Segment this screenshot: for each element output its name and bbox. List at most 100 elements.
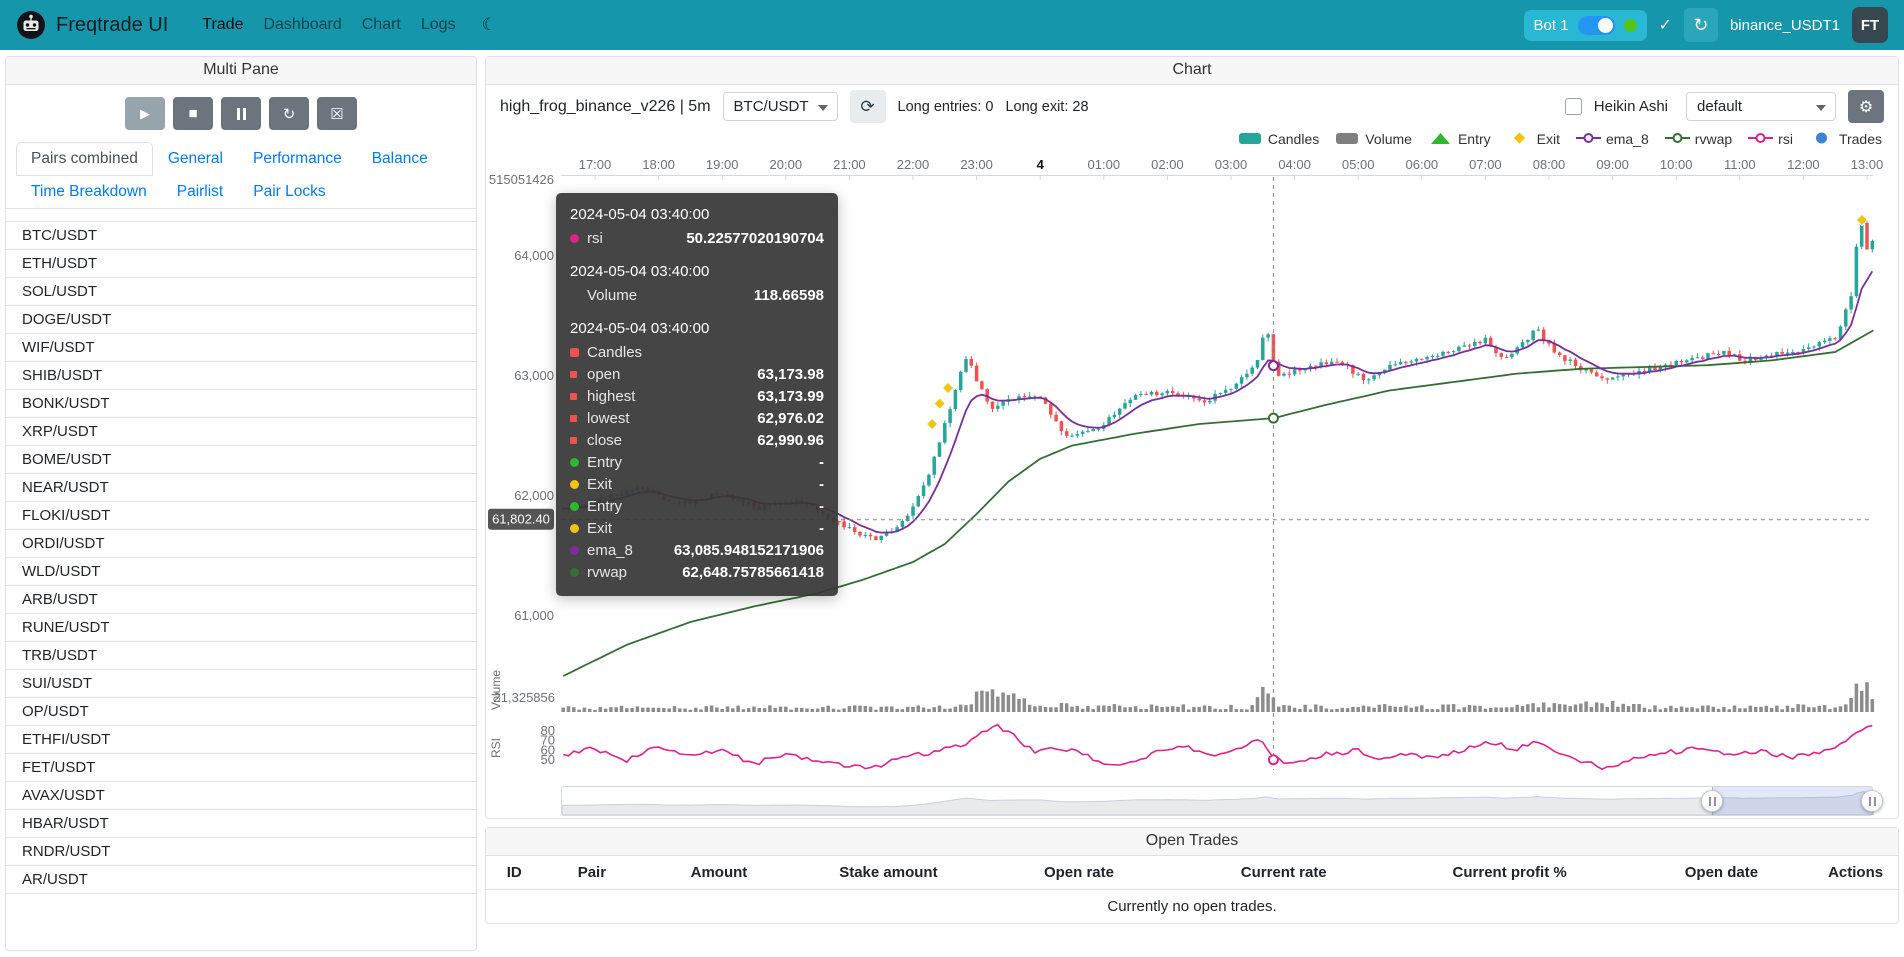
pair-row[interactable]: OP/USDT xyxy=(6,698,476,726)
column-header-current-profit-pct[interactable]: Current profit % xyxy=(1389,856,1630,890)
pair-row[interactable]: DOGE/USDT xyxy=(6,306,476,334)
legend-item-trades[interactable]: Trades xyxy=(1809,131,1882,148)
pair-row[interactable]: WIF/USDT xyxy=(6,334,476,362)
pair-row[interactable]: XRP/USDT xyxy=(6,418,476,446)
plot-config-select[interactable]: default xyxy=(1686,92,1836,121)
rvwap-marker-icon xyxy=(570,567,579,577)
tooltip-section: 2024-05-04 03:40:00 rsi 50.22577020190704 xyxy=(570,206,824,249)
navbar-left: Freqtrade UI Trade Dashboard Chart Logs ☾ xyxy=(16,8,503,42)
datazoom-handle-left[interactable] xyxy=(1701,790,1724,812)
refresh-chart-button[interactable]: ⟳ xyxy=(849,90,886,123)
open-marker-icon xyxy=(570,370,577,378)
pair-row[interactable]: TRB/USDT xyxy=(6,642,476,670)
tab-general[interactable]: General xyxy=(167,150,223,167)
tab-pair-locks[interactable]: Pair Locks xyxy=(253,183,326,200)
bot-toggle[interactable] xyxy=(1577,15,1615,35)
legend-item-ema_8[interactable]: ema_8 xyxy=(1575,131,1649,148)
pair-row[interactable]: ETHFI/USDT xyxy=(6,726,476,754)
pair-row[interactable]: AR/USDT xyxy=(6,866,476,894)
hover-point-marker xyxy=(1267,360,1279,372)
legend-item-entry[interactable]: Entry xyxy=(1428,131,1491,148)
chart-tooltip: 2024-05-04 03:40:00 rsi 50.22577020190704 2… xyxy=(556,193,838,596)
legend-item-rvwap[interactable]: rvwap xyxy=(1664,131,1732,148)
navbar-right: Bot 1 ✓ ↻ binance_USDT1 FT xyxy=(1523,7,1888,43)
nav-link-dashboard[interactable]: Dashboard xyxy=(263,16,342,33)
column-header-id[interactable]: ID xyxy=(486,856,543,890)
start-bot-button[interactable]: ▶ xyxy=(125,97,165,130)
hover-point-marker xyxy=(1267,412,1279,424)
rsi-line xyxy=(562,723,1873,771)
chevron-down-icon xyxy=(1816,104,1826,111)
legend-item-exit[interactable]: Exit xyxy=(1507,131,1560,148)
theme-toggle-icon[interactable]: ☾ xyxy=(481,15,497,34)
pair-row[interactable]: BOME/USDT xyxy=(6,446,476,474)
column-header-amount[interactable]: Amount xyxy=(641,856,797,890)
column-header-pair[interactable]: Pair xyxy=(542,856,642,890)
pair-row[interactable]: AVAX/USDT xyxy=(6,782,476,810)
pair-select[interactable]: BTC/USDT xyxy=(722,92,838,121)
tab-performance[interactable]: Performance xyxy=(252,150,342,167)
nav-link-chart[interactable]: Chart xyxy=(361,16,401,33)
bot-chip-label: Bot 1 xyxy=(1533,16,1569,34)
pair-row[interactable]: FET/USDT xyxy=(6,754,476,782)
tab-balance[interactable]: Balance xyxy=(371,150,428,167)
pair-row[interactable]: ARB/USDT xyxy=(6,586,476,614)
exit-marker-icon xyxy=(1855,213,1869,227)
tooltip-label: rvwap xyxy=(587,563,628,581)
legend-item-candles[interactable]: Candles xyxy=(1238,131,1319,148)
tab-pairs-combined[interactable]: Pairs combined xyxy=(16,142,153,176)
candles-marker-icon xyxy=(570,347,579,357)
chart-canvas[interactable]: 17:00 18:00 19:00 20:00 21:00 22:00 23:00 4 01:0… xyxy=(486,150,1898,818)
pair-row[interactable]: BTC/USDT xyxy=(6,222,476,250)
bot-selector[interactable]: Bot 1 xyxy=(1523,9,1647,41)
pause-bot-button[interactable] xyxy=(221,97,261,130)
pair-row[interactable]: FLOKI/USDT xyxy=(6,502,476,530)
tooltip-value: 62,976.02 xyxy=(757,409,824,427)
pair-row[interactable]: BONK/USDT xyxy=(6,390,476,418)
pair-row[interactable]: RNDR/USDT xyxy=(6,838,476,866)
datazoom-shadow xyxy=(562,790,1874,815)
datazoom-slider[interactable] xyxy=(561,786,1883,816)
tooltip-section: 2024-05-04 03:40:00 Candles open 63,173.98 h… xyxy=(570,320,824,583)
column-header-open-date[interactable]: Open date xyxy=(1629,856,1814,890)
column-header-open-rate[interactable]: Open rate xyxy=(980,856,1178,890)
svg-text:04:00: 04:00 xyxy=(1278,157,1311,172)
nav-link-logs[interactable]: Logs xyxy=(420,16,456,33)
tooltip-time: 2024-05-04 03:40:00 xyxy=(570,263,710,280)
pair-row[interactable]: SHIB/USDT xyxy=(6,362,476,390)
datazoom-selection[interactable] xyxy=(1712,787,1872,815)
svg-text:20:00: 20:00 xyxy=(770,157,803,172)
legend-item-volume[interactable]: Volume xyxy=(1335,131,1412,148)
pair-select-value: BTC/USDT xyxy=(733,98,809,115)
reload-config-button[interactable]: ↻ xyxy=(269,97,309,130)
stop-bot-button[interactable]: ■ xyxy=(173,97,213,130)
multi-pane-tabs: Pairs combined General Performance Balance T… xyxy=(6,142,476,209)
column-header-stake-amount[interactable]: Stake amount xyxy=(796,856,981,890)
column-header-current-rate[interactable]: Current rate xyxy=(1177,856,1390,890)
heikin-ashi-checkbox[interactable] xyxy=(1564,98,1582,115)
pair-row[interactable]: SOL/USDT xyxy=(6,278,476,306)
entry-marker-icon xyxy=(570,457,579,467)
reload-bot-button[interactable]: ↻ xyxy=(1683,8,1718,42)
datazoom-handle-right[interactable] xyxy=(1861,790,1883,812)
pair-row[interactable]: WLD/USDT xyxy=(6,558,476,586)
tab-pairlist[interactable]: Pairlist xyxy=(176,183,224,200)
pair-row[interactable]: ETH/USDT xyxy=(6,250,476,278)
svg-text:21:00: 21:00 xyxy=(833,157,866,172)
pair-row[interactable]: RUNE/USDT xyxy=(6,614,476,642)
pair-row[interactable]: ORDI/USDT xyxy=(6,530,476,558)
nav-link-trade[interactable]: Trade xyxy=(202,16,244,33)
forget-trades-button[interactable]: ☒ xyxy=(317,97,357,130)
legend-item-rsi[interactable]: rsi xyxy=(1748,131,1793,148)
tooltip-label: lowest xyxy=(587,409,630,427)
pair-row[interactable]: SUI/USDT xyxy=(6,670,476,698)
plot-settings-button[interactable]: ⚙ xyxy=(1848,90,1884,123)
tooltip-value: - xyxy=(819,497,824,515)
tooltip-value: - xyxy=(819,519,824,537)
column-header-actions[interactable]: Actions xyxy=(1813,856,1898,890)
avatar[interactable]: FT xyxy=(1852,7,1888,43)
tab-time-breakdown[interactable]: Time Breakdown xyxy=(31,183,147,200)
pair-row[interactable]: NEAR/USDT xyxy=(6,474,476,502)
tooltip-row-highest: highest 63,173.99 xyxy=(570,385,824,407)
pair-row[interactable]: HBAR/USDT xyxy=(6,810,476,838)
